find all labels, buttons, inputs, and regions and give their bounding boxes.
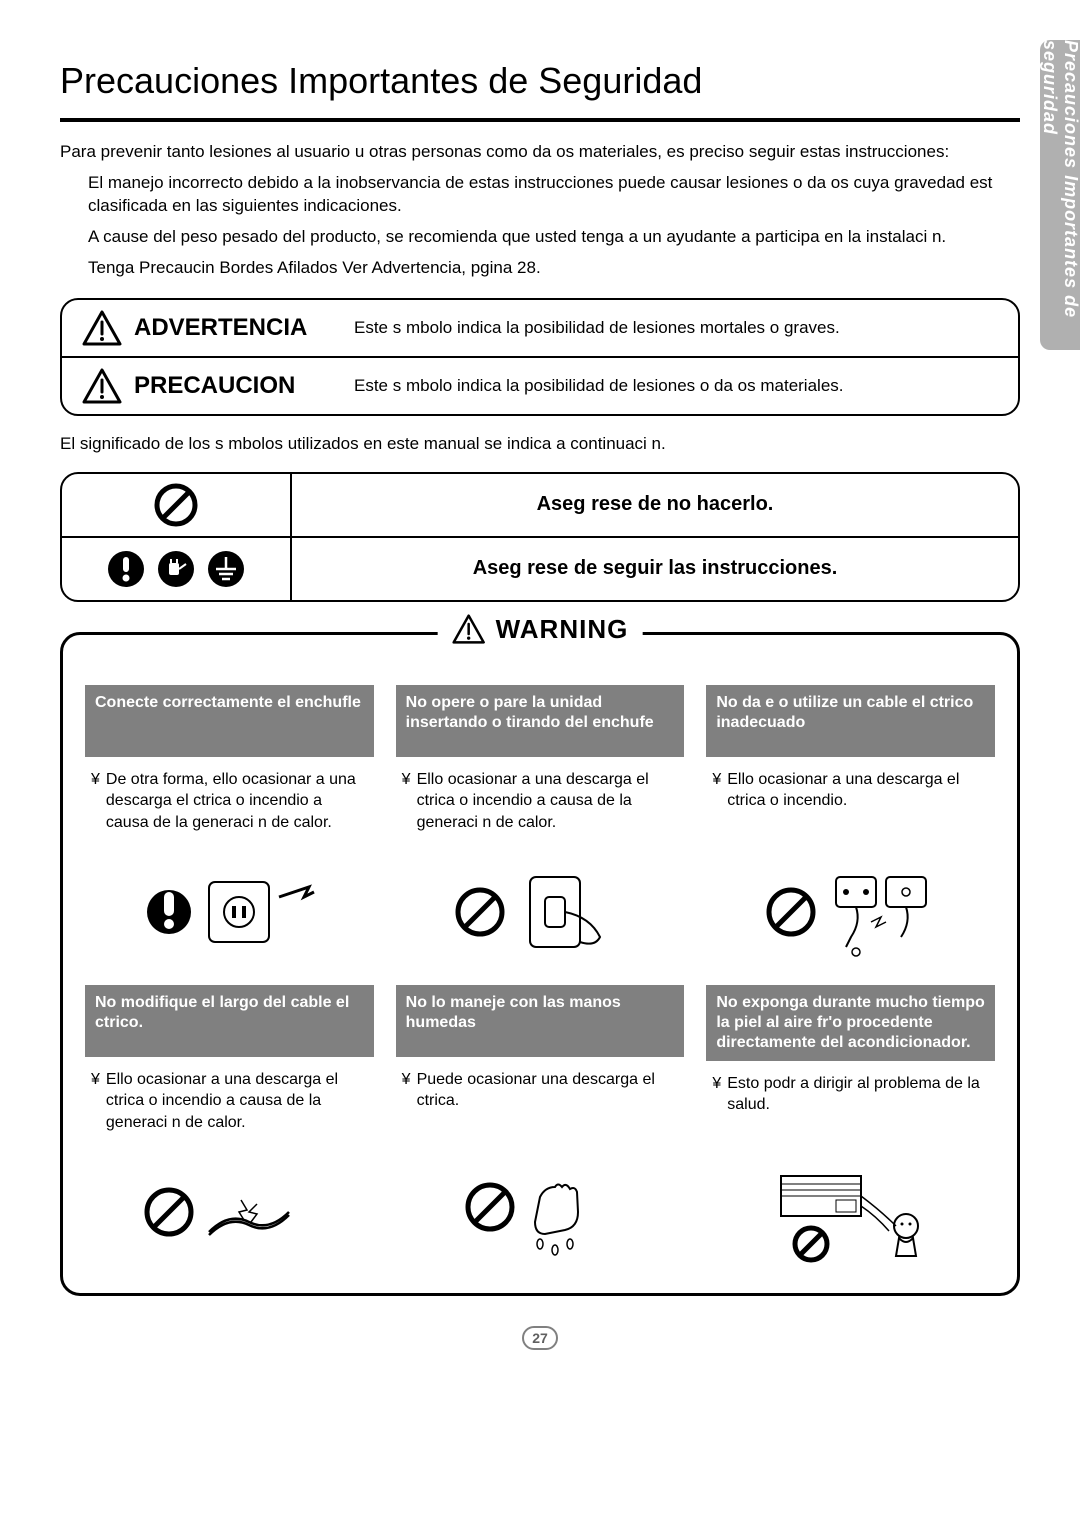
warning-cell-body: ¥ Esto podr a dirigir al problema de la … — [706, 1061, 995, 1161]
warning-header-text: WARNING — [496, 614, 629, 645]
unplug-circle-icon — [156, 549, 196, 589]
wet-hands-icon — [440, 1162, 640, 1262]
warning-cell: No exponga durante mucho tiempo la piel … — [706, 985, 995, 1271]
warning-illustration — [706, 1161, 995, 1271]
page: Precauciones Importantes de seguridad Pr… — [0, 0, 1080, 1390]
page-number-wrap: 27 — [60, 1326, 1020, 1350]
level-desc: Este s mbolo indica la posibilidad de le… — [354, 317, 840, 339]
level-row-advertencia: ADVERTENCIA Este s mbolo indica la posib… — [62, 300, 1018, 356]
symbol-row-follow: Aseg rese de seguir las instrucciones. — [62, 536, 1018, 600]
page-title: Precauciones Importantes de Seguridad — [60, 60, 1020, 102]
warning-cell-body: ¥ Puede ocasionar una descarga el ctrica… — [396, 1057, 685, 1157]
warning-cell-text: Ello ocasionar a una descarga el ctrica … — [417, 769, 679, 834]
bullet: ¥ — [712, 769, 721, 791]
symbol-table: Aseg rese de no hacerlo. — [60, 472, 1020, 602]
warning-cell-text: Puede ocasionar una descarga el ctrica. — [417, 1069, 679, 1112]
warning-cell-head: No exponga durante mucho tiempo la piel … — [706, 985, 995, 1061]
modify-cable-icon — [129, 1162, 329, 1262]
warning-cell: No modifique el largo del cable el ctric… — [85, 985, 374, 1271]
symbol-cell — [62, 474, 292, 536]
warning-triangle-icon — [82, 310, 122, 346]
page-number: 27 — [522, 1326, 558, 1350]
warning-cell: Conecte correctamente el enchufle ¥ De o… — [85, 685, 374, 967]
warning-cell-head: No opere o pare la unidad insertando o t… — [396, 685, 685, 757]
level-row-precaucion: PRECAUCION Este s mbolo indica la posibi… — [62, 356, 1018, 414]
warning-cell: No lo maneje con las manos humedas ¥ Pue… — [396, 985, 685, 1271]
side-tab-text: Precauciones Importantes de seguridad — [1039, 40, 1080, 350]
level-desc: Este s mbolo indica la posibilidad de le… — [354, 375, 844, 397]
warning-section: WARNING Conecte correctamente el enchufl… — [60, 632, 1020, 1296]
symbol-desc: Aseg rese de seguir las instrucciones. — [292, 557, 1018, 580]
warning-triangle-icon — [452, 614, 486, 644]
intro-text: Para prevenir tanto lesiones al usuario … — [60, 142, 1020, 162]
exclaim-circle-icon — [106, 549, 146, 589]
level-label: PRECAUCION — [134, 372, 354, 400]
warning-cell-head: No da e o utilize un cable el ctrico ina… — [706, 685, 995, 757]
caution-triangle-icon — [82, 368, 122, 404]
symbol-cell — [62, 538, 292, 600]
warning-cell: No opere o pare la unidad insertando o t… — [396, 685, 685, 967]
plug-correct-icon — [129, 862, 329, 962]
side-tab: Precauciones Importantes de seguridad — [1040, 40, 1080, 350]
warning-illustration — [85, 1157, 374, 1267]
warning-cell-head: Conecte correctamente el enchufle — [85, 685, 374, 757]
warning-illustration — [85, 857, 374, 967]
sub-point: Tenga Precaucin Bordes Afilados Ver Adve… — [88, 257, 1020, 280]
warning-illustration — [706, 857, 995, 967]
damaged-cable-icon — [751, 862, 951, 962]
level-box: ADVERTENCIA Este s mbolo indica la posib… — [60, 298, 1020, 416]
bullet: ¥ — [91, 769, 100, 791]
explain-text: El significado de los s mbolos utilizado… — [60, 434, 1020, 454]
pull-plug-icon — [440, 862, 640, 962]
warning-cell-body: ¥ Ello ocasionar a una descarga el ctric… — [396, 757, 685, 857]
bullet: ¥ — [402, 1069, 411, 1091]
level-label: ADVERTENCIA — [134, 314, 354, 342]
bullet: ¥ — [91, 1069, 100, 1091]
cold-air-skin-icon — [751, 1166, 951, 1266]
warning-cell-text: Ello ocasionar a una descarga el ctrica … — [727, 769, 989, 812]
warning-cell-body: ¥ Ello ocasionar a una descarga el ctric… — [85, 1057, 374, 1157]
warning-cell-text: Ello ocasionar a una descarga el ctrica … — [106, 1069, 368, 1134]
warning-cell-body: ¥ De otra forma, ello ocasionar a una de… — [85, 757, 374, 857]
bullet: ¥ — [712, 1073, 721, 1095]
intro-sublist: El manejo incorrecto debido a la inobser… — [60, 172, 1020, 280]
title-rule — [60, 118, 1020, 122]
symbol-desc: Aseg rese de no hacerlo. — [292, 493, 1018, 516]
warning-cell-body: ¥ Ello ocasionar a una descarga el ctric… — [706, 757, 995, 857]
warning-cell-head: No modifique el largo del cable el ctric… — [85, 985, 374, 1057]
warning-cell-text: Esto podr a dirigir al problema de la sa… — [727, 1073, 989, 1116]
warning-grid: Conecte correctamente el enchufle ¥ De o… — [85, 685, 995, 1271]
symbol-row-prohibit: Aseg rese de no hacerlo. — [62, 474, 1018, 536]
warning-cell-text: De otra forma, ello ocasionar a una desc… — [106, 769, 368, 834]
warning-illustration — [396, 857, 685, 967]
warning-cell: No da e o utilize un cable el ctrico ina… — [706, 685, 995, 967]
warning-header: WARNING — [438, 614, 643, 645]
sub-point: A cause del peso pesado del producto, se… — [88, 226, 1020, 249]
bullet: ¥ — [402, 769, 411, 791]
ground-circle-icon — [206, 549, 246, 589]
sub-point: El manejo incorrecto debido a la inobser… — [88, 172, 1020, 218]
warning-cell-head: No lo maneje con las manos humedas — [396, 985, 685, 1057]
prohibit-icon — [153, 482, 199, 528]
warning-border: Conecte correctamente el enchufle ¥ De o… — [60, 632, 1020, 1296]
warning-illustration — [396, 1157, 685, 1267]
